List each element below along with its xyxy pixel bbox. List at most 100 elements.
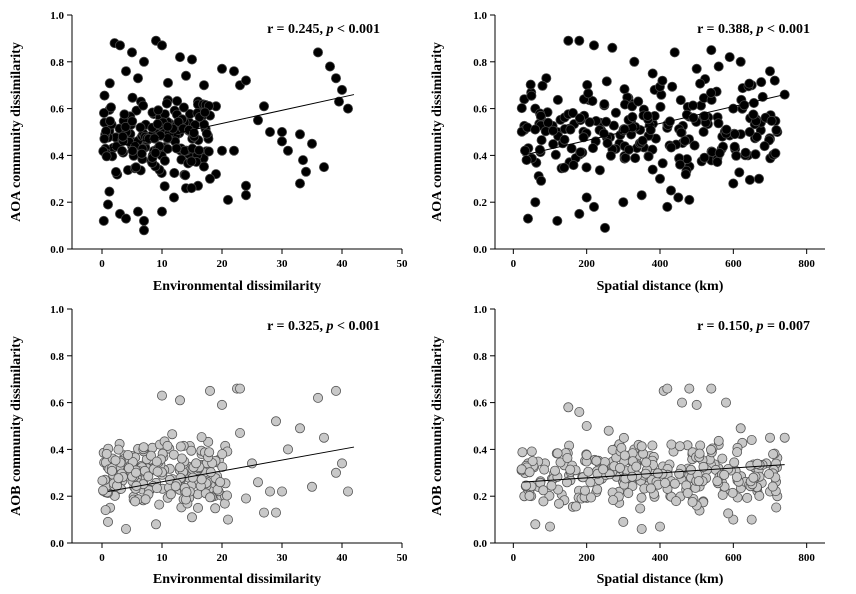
data-point (550, 149, 561, 160)
data-point (330, 73, 341, 84)
data-point (216, 63, 227, 74)
stat-prefix: r = 0.325, (267, 319, 326, 334)
data-point (779, 89, 790, 100)
x-axis-label: Environmental dissimilarity (153, 279, 321, 294)
data-point (297, 155, 308, 166)
data-point (583, 466, 594, 477)
data-point (306, 138, 317, 149)
data-point (601, 116, 612, 127)
data-point (618, 516, 629, 527)
data-point (698, 126, 709, 137)
data-point (138, 442, 149, 453)
data-point (228, 145, 239, 156)
data-point (563, 35, 574, 46)
data-point (599, 99, 610, 110)
data-point (103, 516, 114, 527)
data-point (140, 494, 151, 505)
data-point (99, 133, 110, 144)
data-point (217, 449, 228, 460)
data-point (667, 81, 678, 92)
data-point (698, 461, 709, 472)
data-point (312, 47, 323, 58)
data-point (105, 116, 116, 127)
data-point (754, 490, 765, 501)
x-axis-label: Environmental dissimilarity (153, 572, 321, 587)
data-point (647, 68, 658, 79)
data-point (270, 416, 281, 427)
data-point (607, 42, 618, 53)
data-point (196, 474, 207, 485)
data-point (645, 483, 656, 494)
data-point (131, 105, 142, 116)
data-point (562, 477, 573, 488)
data-point (161, 98, 172, 109)
data-point (176, 453, 187, 464)
y-tick-label: 0.0 (50, 244, 64, 256)
data-point (660, 477, 671, 488)
data-point (764, 469, 775, 480)
y-tick-label: 0.0 (473, 244, 487, 256)
data-point (222, 514, 233, 525)
data-point (539, 464, 550, 475)
data-point (156, 390, 167, 401)
data-point (559, 134, 570, 145)
data-point (154, 499, 165, 510)
data-point (734, 167, 745, 178)
data-point (581, 450, 592, 461)
stat-suffix: < 0.001 (334, 22, 380, 37)
y-tick-label: 0.6 (50, 104, 64, 116)
data-point (688, 100, 699, 111)
data-point (682, 488, 693, 499)
data-point (104, 78, 115, 89)
y-tick-label: 0.0 (50, 538, 64, 550)
data-point (748, 98, 759, 109)
trend-line (522, 464, 785, 483)
data-point (196, 432, 207, 443)
stat-p-symbol: p (326, 22, 334, 37)
data-point (766, 115, 777, 126)
data-point (234, 383, 245, 394)
data-point (735, 56, 746, 67)
data-point (729, 457, 740, 468)
data-point (713, 61, 724, 72)
data-point (677, 397, 688, 408)
data-point (618, 432, 629, 443)
data-point (603, 425, 614, 436)
data-point (615, 462, 626, 473)
data-point (264, 127, 275, 138)
data-point (637, 135, 648, 146)
data-point (550, 465, 561, 476)
data-point (159, 155, 170, 166)
data-point (282, 444, 293, 455)
data-point (594, 165, 605, 176)
correlation-annotation: r = 0.388, p < 0.001 (697, 22, 810, 37)
data-point (135, 122, 146, 133)
x-tick-label: 600 (725, 552, 742, 564)
data-point (130, 496, 141, 507)
x-tick-label: 20 (217, 552, 229, 564)
data-point (124, 463, 135, 474)
data-point (106, 102, 117, 113)
data-point (252, 115, 263, 126)
data-point (657, 158, 668, 169)
data-point (130, 162, 141, 173)
data-point (270, 507, 281, 518)
data-point (240, 493, 251, 504)
data-point (589, 201, 600, 212)
data-point (294, 423, 305, 434)
data-point (641, 457, 652, 468)
data-point (647, 440, 658, 451)
data-point (111, 166, 122, 177)
data-point (567, 108, 578, 119)
data-point (744, 174, 755, 185)
data-point (138, 225, 149, 236)
data-point (627, 471, 638, 482)
data-point (336, 458, 347, 469)
data-point (574, 35, 585, 46)
data-point (706, 87, 717, 98)
data-point (581, 420, 592, 431)
data-point (746, 514, 757, 525)
data-point (695, 78, 706, 89)
x-tick-label: 400 (652, 552, 669, 564)
data-point (666, 439, 677, 450)
